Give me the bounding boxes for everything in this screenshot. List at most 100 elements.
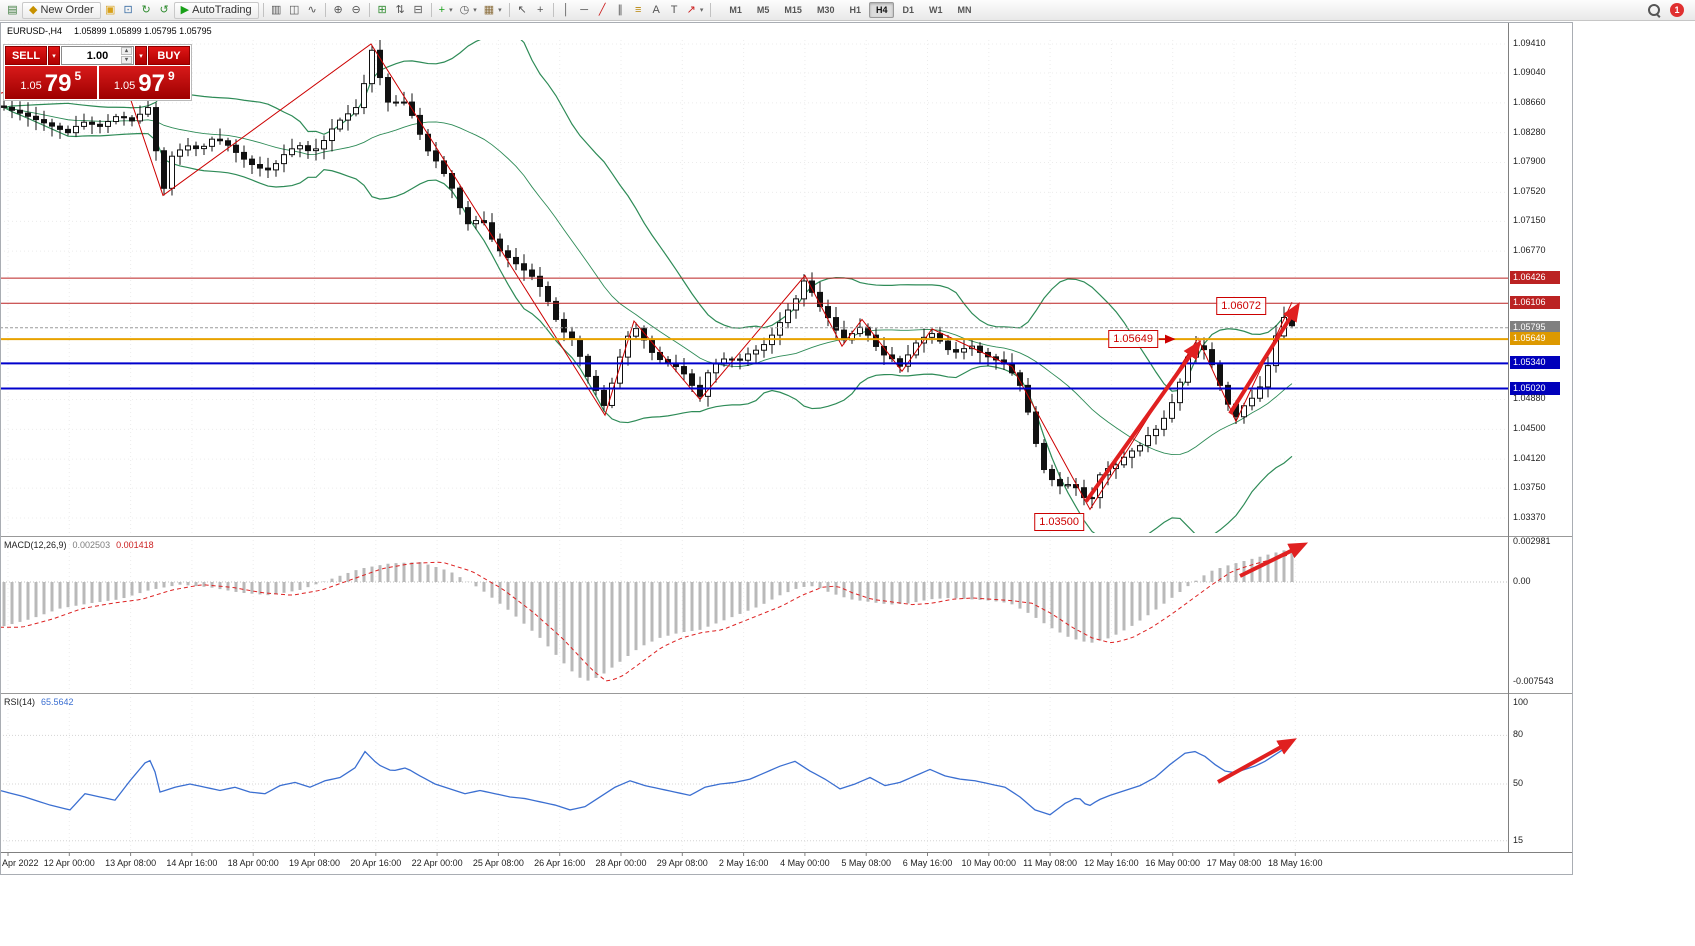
price-axis-area[interactable]	[1509, 40, 1573, 852]
sell-options-caret-icon[interactable]: ▾	[48, 46, 60, 65]
horizontal-line-icon[interactable]: ─	[576, 2, 593, 19]
candlestick-chart-icon: ◫	[288, 3, 300, 16]
time-axis-area[interactable]	[0, 853, 1508, 873]
equidistant-channel-icon: ∥	[617, 3, 623, 16]
line-chart-icon[interactable]: ∿	[304, 2, 321, 19]
arrows-tool-icon[interactable]: ↗ ▾	[684, 2, 707, 19]
zoom-in-icon[interactable]: ⊕	[330, 2, 347, 19]
expert-advisors-icon: ▣	[104, 3, 116, 16]
fibonacci-icon[interactable]: ≡	[630, 2, 647, 19]
indicators-button[interactable]: + ▾	[436, 2, 456, 19]
vertical-line-icon[interactable]: │	[558, 2, 575, 19]
toolbar-left-group: ▤ ◆ New Order ▣ ⊡ ↻ ↺ ▶ AutoTrading ▥ ◫ ∿ ⊕ ⊖ ⊞ ⇅ ⊟ + ▾ ◷ ▾ ▦…	[4, 1, 714, 19]
buy-options-caret-icon[interactable]: ▾	[135, 46, 147, 65]
scripts-icon: ⊡	[123, 3, 133, 16]
equidistant-channel-icon[interactable]: ∥	[612, 2, 629, 19]
new-chart-icon: ▤	[7, 3, 18, 16]
text-icon: A	[652, 3, 660, 16]
text-label-icon[interactable]: T	[666, 2, 683, 19]
horizontal-line-icon: ─	[580, 3, 589, 16]
rsi-line	[0, 745, 1291, 816]
toolbar-separator	[552, 3, 554, 17]
timeframe-m1[interactable]: M1	[729, 5, 742, 15]
volume-up-icon[interactable]: ▴	[121, 47, 132, 55]
text-icon[interactable]: A	[648, 2, 665, 19]
arrange-windows-icon[interactable]: ⇅	[392, 2, 409, 19]
timeframe-m5[interactable]: M5	[756, 5, 770, 15]
crosshair-icon: +	[536, 3, 544, 16]
zoom-out-icon[interactable]: ⊖	[348, 2, 365, 19]
toolbar-right-group: 1	[1648, 3, 1691, 17]
timeframe-d1[interactable]: D1	[902, 5, 914, 15]
timeframe-mn[interactable]: MN	[957, 5, 972, 15]
rsi-panel-area[interactable]	[0, 697, 1508, 852]
periods-button: ◷	[459, 3, 470, 16]
toolbar: ▤ ◆ New Order ▣ ⊡ ↻ ↺ ▶ AutoTrading ▥ ◫ ∿ ⊕ ⊖ ⊞ ⇅ ⊟ + ▾ ◷ ▾ ▦…	[0, 0, 1695, 21]
timeframe-m30[interactable]: M30	[816, 5, 835, 15]
trade-panel-top-row: SELL ▾ 1.00 ▴ ▾ ▾ BUY	[5, 46, 190, 65]
scripts-icon[interactable]: ⊡	[120, 2, 137, 19]
macd-value-signal: 0.001418	[116, 540, 154, 550]
sell-price-button[interactable]: 1.05 79 5	[5, 66, 97, 99]
periods-button[interactable]: ◷ ▾	[457, 2, 480, 19]
search-icon[interactable]	[1648, 3, 1661, 17]
dropdown-caret-icon: ▾	[498, 7, 502, 14]
history-center-icon[interactable]: ↺	[156, 2, 173, 19]
zoom-in-icon: ⊕	[333, 3, 343, 16]
chart-ohlc-values: 1.05899 1.05899 1.05795 1.05795	[74, 26, 212, 36]
volume-spinner: ▴ ▾	[121, 47, 132, 64]
macd-indicator-label: MACD(12,26,9) 0.002503 0.001418	[4, 540, 154, 550]
new-order-button-label: New Order	[40, 4, 94, 16]
trade-panel-price-row: 1.05 79 5 1.05 97 9	[5, 66, 190, 99]
buy-price-button[interactable]: 1.05 97 9	[98, 66, 190, 99]
notification-badge[interactable]: 1	[1670, 3, 1684, 17]
macd-name: MACD(12,26,9)	[4, 540, 67, 550]
tile-windows-icon[interactable]: ⊞	[374, 2, 391, 19]
rsi-layer	[0, 734, 1508, 842]
arrows-tool-icon: ↗	[686, 3, 696, 16]
main-chart-area[interactable]	[0, 40, 1508, 533]
bar-chart-icon: ▥	[270, 3, 282, 16]
toolbar-separator	[430, 3, 432, 17]
rsi-indicator-label: RSI(14) 65.5642	[4, 697, 74, 707]
vertical-line-icon: │	[562, 3, 570, 16]
auto-arrange-icon[interactable]: ⊟	[410, 2, 427, 19]
refresh-icon[interactable]: ↻	[138, 2, 155, 19]
auto-arrange-icon: ⊟	[413, 3, 423, 16]
crosshair-icon[interactable]: +	[532, 2, 549, 19]
buy-button[interactable]: BUY	[148, 46, 190, 65]
templates-button[interactable]: ▦ ▾	[481, 2, 505, 19]
trendline-icon[interactable]: ╱	[594, 2, 611, 19]
macd-panel-area[interactable]	[0, 540, 1508, 690]
autotrading-button[interactable]: ▶ AutoTrading	[173, 1, 259, 19]
volume-input[interactable]: 1.00 ▴ ▾	[61, 46, 134, 65]
toolbar-separator	[508, 3, 510, 17]
toolbar-separator	[324, 3, 326, 17]
macd-trend-arrow	[1239, 542, 1309, 578]
timeframe-w1[interactable]: W1	[929, 5, 943, 15]
expert-advisors-icon[interactable]: ▣	[102, 2, 119, 19]
timeframe-m15[interactable]: M15	[784, 5, 802, 15]
new-order-button[interactable]: ◆ New Order	[22, 1, 101, 19]
toolbar-separator	[710, 3, 712, 17]
dropdown-caret-icon: ▾	[699, 7, 704, 14]
history-center-icon: ↺	[159, 3, 169, 16]
new-chart-icon[interactable]: ▤	[4, 2, 21, 19]
line-chart-icon: ∿	[307, 3, 317, 16]
macd-signal-line	[0, 554, 1291, 682]
volume-down-icon[interactable]: ▾	[121, 56, 132, 64]
macd-layer	[0, 542, 1508, 682]
cursor-icon[interactable]: ↖	[514, 2, 531, 19]
timeframe-h1[interactable]: H1	[849, 5, 861, 15]
new-order-icon: ◆	[29, 3, 38, 16]
timeframe-h4[interactable]: H4	[868, 2, 895, 18]
candlestick-chart-icon[interactable]: ◫	[286, 2, 303, 19]
trendline-icon: ╱	[598, 3, 606, 16]
sell-button[interactable]: SELL	[5, 46, 47, 65]
bar-chart-icon[interactable]: ▥	[268, 2, 285, 19]
dropdown-caret-icon: ▾	[473, 7, 477, 14]
chart-objects-layer[interactable]	[0, 277, 1508, 503]
price-chart-layer	[0, 40, 1295, 533]
